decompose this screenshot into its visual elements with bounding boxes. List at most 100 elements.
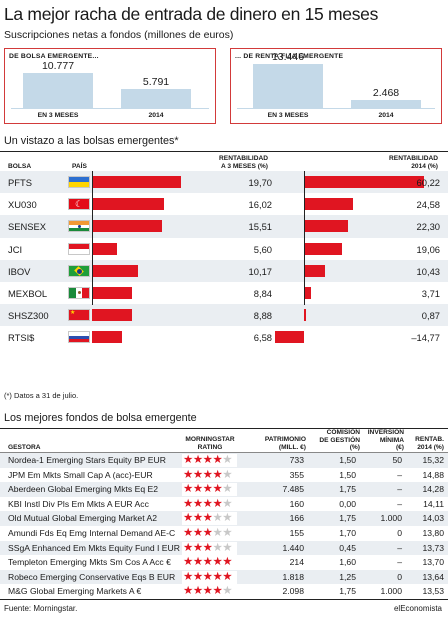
fund-name: Aberdeen Global Emerging Mkts Eq E2 [8, 484, 158, 495]
star-icon: ★ [183, 497, 193, 510]
table-row: MEXBOL 8,84 3,71 [0, 282, 448, 304]
bar-2014 [304, 198, 353, 211]
star-icon: ★ [183, 512, 193, 525]
box-bar [253, 64, 323, 108]
value-3m: 8,88 [253, 310, 272, 322]
col-header-rent2014: RENTABILIDAD 2014 (%) [370, 155, 438, 170]
star-icon: ★ [202, 512, 213, 525]
box-bar [121, 89, 191, 108]
box-value: 2.468 [372, 86, 400, 99]
axis-2014 [304, 171, 305, 305]
subtitle: Suscripciones netas a fondos (millones d… [4, 29, 234, 41]
box-value: 10.777 [41, 59, 75, 72]
market-name: MEXBOL [8, 288, 48, 299]
divider [0, 452, 448, 453]
box-label: 2014 [148, 112, 164, 119]
table-row: Robeco Emerging Conservative Eqs B EUR ★… [0, 569, 448, 585]
star-icon: ★ [202, 556, 213, 569]
market-name: IBOV [8, 265, 31, 277]
table-row: XU030 ☾ 16,02 24,58 [0, 193, 448, 215]
star-icon: ★ [212, 541, 223, 554]
col-header-rating: MORNINGSTAR RATING [178, 436, 242, 451]
value-3m: 10,17 [248, 265, 272, 277]
market-name: JCI [8, 243, 23, 255]
star-icon: ★ [212, 512, 223, 525]
comision: 1,70 [339, 528, 356, 538]
rating-stars: ★★★★★ [182, 454, 237, 467]
col-header-patrimonio: PATRIMONIO (MILL. €) [244, 436, 306, 451]
patrimonio: 1.818 [282, 571, 304, 582]
star-icon: ★ [192, 454, 203, 466]
value-2014: 22,30 [416, 221, 440, 233]
russia-flag-icon [68, 331, 90, 344]
star-icon: ★ [183, 468, 193, 481]
box-label: EN 3 MESES [37, 112, 79, 119]
value-3m: 6,58 [253, 332, 272, 344]
brand-logo: elEconomista [393, 604, 442, 613]
star-icon: ★ [212, 527, 223, 539]
col-header-rentab: RENTAB. 2014 (%) [404, 436, 444, 451]
col-header-patrimonio-line1: PATRIMONIO [264, 436, 306, 443]
comision: 1,50 [339, 455, 356, 465]
comision: 1,60 [339, 557, 356, 568]
star-icon: ★ [192, 512, 203, 525]
col-header-inversion-line1: INVERSIÓN [367, 429, 404, 436]
patrimonio: 355 [289, 469, 304, 480]
fund-name: KBI Instl Div Pls Em Mkts A EUR Acc [8, 498, 149, 509]
value-2014: 3,71 [421, 288, 440, 299]
star-icon: ★ [222, 483, 233, 496]
value-3m: 5,60 [253, 243, 272, 255]
col-header-inversion: INVERSIÓN MÍNIMA (€) [356, 429, 404, 452]
inversion-minima: – [397, 484, 402, 495]
patrimonio: 155 [289, 528, 304, 538]
table-row: Old Mutual Global Emerging Market A2 ★★★… [0, 511, 448, 526]
star-icon: ★ [202, 585, 213, 598]
inversion-minima: 50 [392, 455, 402, 465]
star-icon: ★ [192, 527, 203, 539]
patrimonio: 214 [289, 557, 304, 568]
inversion-minima: 1.000 [380, 513, 402, 524]
box-equity-flows: DE BOLSA EMERGENTE... 10.777 5.791 EN 3 … [4, 48, 216, 124]
value-3m: 15,51 [248, 221, 272, 233]
rating-stars: ★★★★★ [182, 585, 237, 599]
rentab-2014: 13,73 [422, 542, 444, 553]
china-flag-icon: ★ [68, 309, 90, 322]
market-name: XU030 [8, 199, 37, 211]
star-icon: ★ [183, 483, 193, 496]
rating-stars: ★★★★★ [182, 483, 237, 497]
star-icon: ★ [192, 497, 203, 510]
box-value: 13.446 [271, 51, 305, 63]
fund-name: M&G Global Emerging Markets A € [8, 586, 142, 597]
col-header-rating-line1: MORNINGSTAR [185, 436, 235, 443]
col-header-rent3m: RENTABILIDAD A 3 MESES (%) [200, 155, 268, 170]
fund-name: SSgA Enhanced Em Mkts Equity Fund I EUR [8, 542, 180, 553]
table-row: JPM Em Mkts Small Cap A (acc)-EUR ★★★★★ … [0, 468, 448, 483]
box-header: DE BOLSA EMERGENTE... [9, 53, 99, 60]
star-icon: ★ [212, 454, 223, 466]
box-label: 2014 [378, 112, 394, 119]
rating-stars: ★★★★★ [182, 512, 237, 526]
col-header-comision-line2: DE GESTIÓN [319, 436, 360, 444]
col-header-rating-line2: RATING [197, 443, 223, 451]
comision: 0,00 [339, 498, 356, 509]
box-value: 5.791 [142, 76, 170, 89]
star-icon: ★ [192, 483, 203, 496]
patrimonio: 1.440 [282, 542, 304, 553]
star-icon: ★ [212, 585, 223, 598]
divider [0, 599, 448, 600]
rentab-2014: 14,88 [422, 469, 444, 480]
col-header-rent2014-line2: 2014 (%) [411, 162, 438, 170]
col-header-rent3m-line1: RENTABILIDAD [219, 155, 268, 162]
bar-2014 [304, 309, 306, 322]
rating-stars: ★★★★★ [182, 527, 237, 540]
market-name: PFTS [8, 177, 32, 188]
star-icon: ★ [192, 541, 203, 554]
inversion-minima: – [397, 498, 402, 509]
star-icon: ★ [192, 585, 203, 598]
star-icon: ★ [212, 556, 223, 569]
col-header-comision: COMISIÓN DE GESTIÓN (%) [312, 429, 360, 452]
star-icon: ★ [222, 497, 233, 510]
box-bond-flows: ... DE RENTA FIJA EMERGENTE 13.446 2.468… [230, 48, 442, 124]
value-2014: 10,43 [416, 265, 440, 277]
value-2014: 0,87 [421, 310, 440, 322]
